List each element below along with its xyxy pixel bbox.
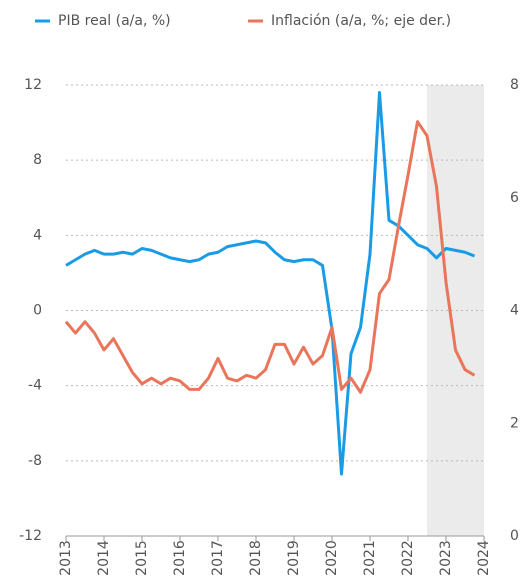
x-tick-label: 2018 [248,540,264,576]
x-tick-label: 2016 [172,540,188,576]
x-tick-label: 2024 [476,540,492,576]
y-tick-label: -4 [28,378,42,394]
x-tick-label: 2022 [400,540,416,576]
y-tick-label: 0 [33,303,42,319]
legend-label: Inflación (a/a, %; eje der.) [271,13,451,29]
y-tick-label: -12 [19,528,42,544]
y2-tick-label: 6 [510,190,519,206]
x-tick-label: 2021 [362,540,378,576]
y2-tick-label: 0 [510,528,519,544]
x-tick-label: 2015 [134,540,150,576]
y2-tick-label: 8 [510,77,519,93]
y2-tick-label: 2 [510,415,519,431]
y-tick-label: 4 [33,227,42,243]
x-tick-label: 2013 [58,540,74,576]
y-tick-label: 8 [33,152,42,168]
x-tick-label: 2017 [210,540,226,576]
shaded-region [427,85,484,536]
y-tick-label: -8 [28,453,42,469]
y-tick-label: 12 [24,77,42,93]
data-line [64,120,476,394]
data-line [65,91,476,476]
y2-tick-label: 4 [510,303,519,319]
legend-label: PIB real (a/a, %) [58,13,171,29]
x-tick-label: 2023 [438,540,454,576]
x-tick-label: 2019 [286,540,302,576]
x-tick-label: 2020 [324,540,340,576]
x-tick-label: 2014 [96,540,112,576]
